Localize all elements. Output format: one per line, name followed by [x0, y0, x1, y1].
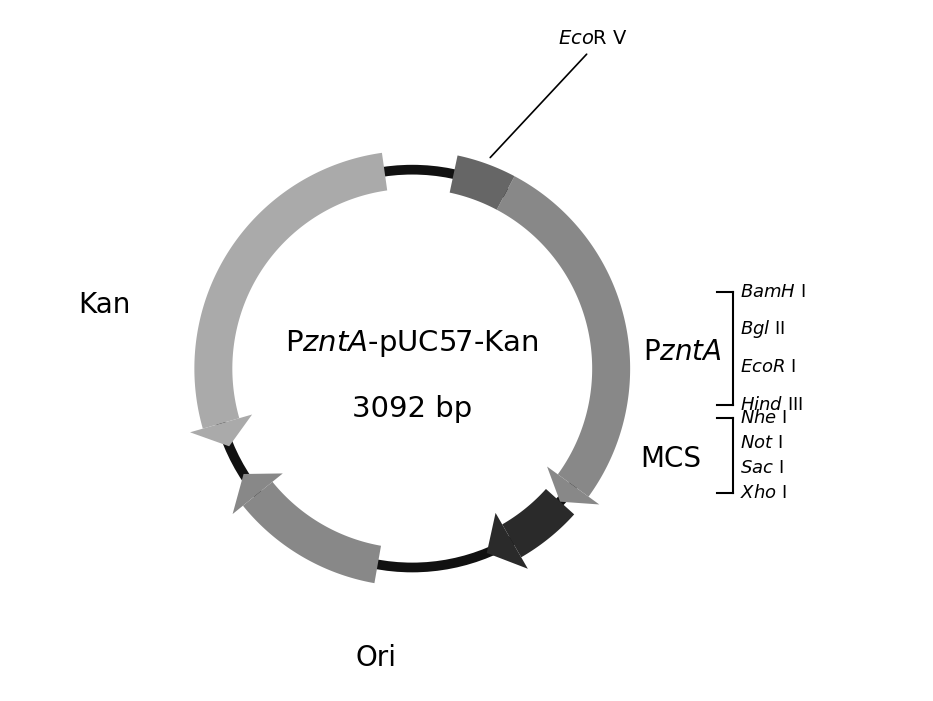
Polygon shape — [547, 467, 599, 505]
Text: MCS: MCS — [640, 445, 701, 473]
Text: $\mathit{EcoR}$ I: $\mathit{EcoR}$ I — [741, 358, 797, 376]
Polygon shape — [487, 513, 528, 569]
Text: $\mathit{BamH}$ I: $\mathit{BamH}$ I — [741, 283, 806, 301]
Text: $\mathit{Xho}$ I: $\mathit{Xho}$ I — [741, 484, 787, 503]
Polygon shape — [232, 473, 283, 514]
Text: Kan: Kan — [78, 292, 131, 319]
Polygon shape — [496, 176, 630, 496]
Text: 3092 bp: 3092 bp — [352, 395, 472, 423]
Text: P$\mathit{zntA}$: P$\mathit{zntA}$ — [643, 339, 721, 367]
Text: $\mathit{Hind}$ III: $\mathit{Hind}$ III — [741, 396, 803, 414]
Text: $\mathit{Eco}$R V: $\mathit{Eco}$R V — [558, 29, 628, 48]
Polygon shape — [194, 153, 387, 428]
Text: $\mathit{Sac}$ I: $\mathit{Sac}$ I — [741, 459, 784, 477]
Text: $\mathit{Nhe}$ I: $\mathit{Nhe}$ I — [741, 409, 787, 428]
Polygon shape — [243, 482, 381, 583]
Polygon shape — [190, 414, 252, 447]
Text: P$\mathit{z}$$\mathit{n}$$\mathit{t}$$\mathit{A}$-pUC57-Kan: P$\mathit{z}$$\mathit{n}$$\mathit{t}$$\m… — [285, 328, 539, 359]
Text: $\mathit{Not}$ I: $\mathit{Not}$ I — [741, 435, 783, 452]
Text: $\mathit{Bgl}$ II: $\mathit{Bgl}$ II — [741, 318, 786, 341]
Polygon shape — [450, 156, 514, 210]
Polygon shape — [502, 489, 574, 557]
Text: Ori: Ori — [355, 644, 397, 672]
